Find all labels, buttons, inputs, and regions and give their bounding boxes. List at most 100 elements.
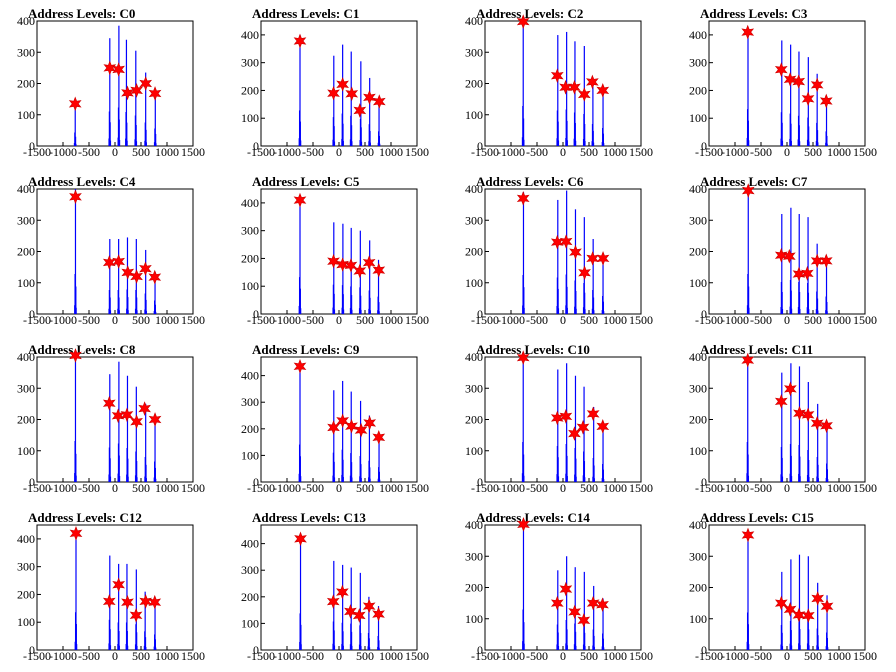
subplot-c9: Address Levels: C9 0 100 200 300 400 -1500-100…: [241, 342, 429, 495]
y-tick-label: 0: [701, 475, 707, 489]
x-tick-label: 1000: [827, 481, 851, 495]
y-tick-label: 0: [29, 307, 35, 321]
level-marker: [783, 602, 797, 617]
y-tick-label: 300: [17, 213, 35, 227]
level-marker: [741, 24, 755, 40]
y-tick-label: 200: [241, 590, 259, 604]
y-tick-label: 100: [465, 612, 483, 626]
subplot-title: Address Levels: C12: [28, 510, 142, 525]
y-tick-label: 400: [241, 196, 259, 210]
x-tick-label: -1000: [49, 145, 77, 159]
x-tick-label: 1000: [155, 313, 179, 327]
x-tick-label: -1000: [497, 649, 525, 663]
x-tick-label: -1500: [247, 313, 275, 327]
x-tick-label: -500: [78, 481, 100, 495]
x-tick-label: 0: [336, 481, 342, 495]
x-tick-label: -1000: [273, 145, 301, 159]
subplot-c4: Address Levels: C4 0 100 200 300 400 -1500-100…: [17, 174, 205, 327]
level-marker: [792, 266, 806, 282]
level-marker: [793, 405, 806, 421]
subplot-c1: Address Levels: C1 0 100 200 300 400 -1500-100…: [241, 6, 429, 159]
level-marker: [130, 83, 143, 98]
x-tick-label: -500: [750, 649, 772, 663]
y-tick-label: 400: [17, 532, 35, 546]
x-tick-label: 0: [784, 649, 790, 663]
plot-frame: [36, 356, 194, 483]
plot-frame: [260, 188, 418, 315]
y-tick-label: 300: [689, 381, 707, 395]
level-marker: [782, 248, 796, 264]
x-tick-label: 1500: [629, 481, 653, 495]
y-tick-label: 400: [689, 28, 707, 42]
x-tick-label: 1000: [827, 313, 851, 327]
level-marker: [69, 348, 82, 363]
x-tick-label: 500: [804, 481, 822, 495]
level-marker: [586, 406, 600, 422]
x-tick-label: -1000: [273, 481, 301, 495]
y-tick-label: 0: [701, 307, 707, 321]
x-tick-label: 1500: [405, 649, 429, 663]
level-marker: [810, 77, 824, 93]
subplot-c3: Address Levels: C3 0 100 200 300 400 -1500-100…: [689, 6, 877, 159]
level-marker: [68, 96, 82, 112]
x-tick-label: 0: [336, 313, 342, 327]
subplot-c7: Address Levels: C7 0 100 200 300 400 -1500-100…: [689, 174, 877, 327]
plot-frame: [708, 188, 866, 315]
level-marker: [294, 531, 307, 547]
level-marker: [783, 71, 797, 87]
x-tick-label: 500: [356, 649, 374, 663]
x-tick-label: -1000: [273, 649, 301, 663]
level-marker: [112, 577, 125, 593]
subplot-c13: Address Levels: C13 0 100 200 300 400 -1500-10…: [241, 510, 429, 663]
level-marker: [741, 527, 755, 543]
y-tick-label: 200: [465, 413, 483, 427]
subplot-title: Address Levels: C10: [476, 342, 590, 357]
y-tick-label: 200: [689, 413, 707, 427]
y-tick-label: 300: [689, 56, 707, 70]
level-marker: [148, 412, 162, 427]
level-marker: [102, 255, 116, 270]
level-marker: [559, 79, 572, 95]
level-marker: [345, 418, 358, 434]
level-marker: [576, 419, 590, 435]
subplot-title: Address Levels: C4: [28, 174, 136, 189]
level-marker: [102, 395, 116, 411]
level-marker: [568, 604, 582, 620]
level-marker: [550, 68, 564, 84]
y-tick-label: 400: [17, 182, 35, 196]
y-tick-label: 300: [465, 45, 483, 59]
subplot-title: Address Levels: C7: [700, 174, 808, 189]
level-marker: [578, 265, 591, 281]
level-marker: [293, 192, 307, 208]
x-tick-label: 500: [132, 313, 150, 327]
level-marker: [577, 87, 591, 102]
level-marker: [363, 415, 377, 431]
x-tick-label: -500: [302, 481, 324, 495]
x-tick-label: -1500: [471, 481, 499, 495]
y-tick-label: 400: [689, 182, 707, 196]
level-marker: [336, 257, 349, 272]
subplot-title: Address Levels: C0: [28, 6, 135, 21]
level-marker: [148, 269, 162, 285]
y-tick-label: 100: [689, 612, 707, 626]
plot-frame: [36, 188, 194, 315]
x-tick-label: -500: [750, 481, 772, 495]
level-marker: [774, 247, 788, 263]
x-tick-label: -1000: [49, 313, 77, 327]
level-marker: [129, 607, 143, 623]
subplot-c14: Address Levels: C14 0 100 200 300 400 -1500-10…: [465, 510, 653, 663]
x-tick-label: -1000: [721, 481, 749, 495]
x-tick-label: -1500: [247, 649, 275, 663]
level-marker: [327, 253, 340, 269]
y-tick-label: 300: [465, 381, 483, 395]
x-tick-label: 1000: [379, 313, 403, 327]
y-tick-label: 200: [465, 245, 483, 259]
level-marker: [550, 595, 564, 611]
y-tick-label: 0: [253, 139, 259, 153]
level-marker: [353, 263, 367, 279]
x-tick-label: -1500: [23, 313, 51, 327]
level-marker: [819, 253, 833, 269]
level-marker: [112, 62, 125, 77]
level-marker: [293, 358, 307, 374]
